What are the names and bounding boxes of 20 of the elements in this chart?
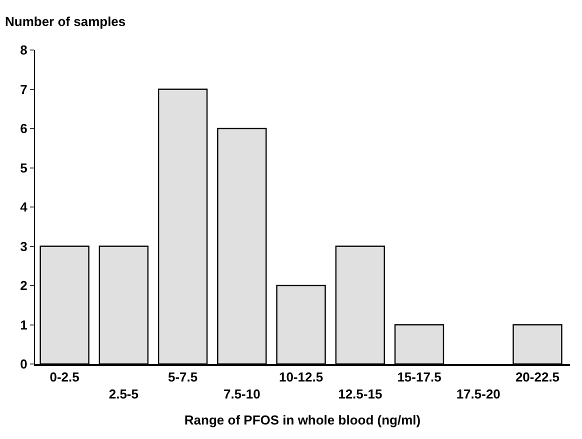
x-tick-label: 0-2.5 — [50, 370, 80, 385]
y-tick-label: 8 — [20, 42, 28, 58]
x-tick-label: 10-12.5 — [278, 370, 324, 385]
x-tick-label: 17.5-20 — [456, 386, 500, 402]
x-tick-label: 7.5-10 — [223, 386, 260, 402]
x-tick-label: 5-7.5 — [168, 370, 198, 385]
y-tick-label: 3 — [20, 238, 28, 254]
y-tick-label: 2 — [20, 278, 28, 294]
y-tick-label: 6 — [20, 121, 28, 136]
y-tick-label: 5 — [20, 160, 28, 176]
y-tick-label: 7 — [20, 82, 28, 97]
x-axis-title: Range of PFOS in whole blood (ng/ml) — [184, 412, 421, 428]
y-axis-title: Number of samples — [5, 14, 126, 29]
x-tick-label: 20-22.5 — [515, 370, 560, 385]
y-tick-label: 1 — [20, 317, 28, 332]
x-tick-label: 2.5-5 — [108, 386, 138, 402]
y-tick-label: 4 — [20, 200, 28, 215]
x-tick-label: 15-17.5 — [397, 370, 442, 385]
x-tick-label: 12.5-15 — [338, 386, 382, 402]
y-tick-label: 0 — [20, 356, 28, 372]
